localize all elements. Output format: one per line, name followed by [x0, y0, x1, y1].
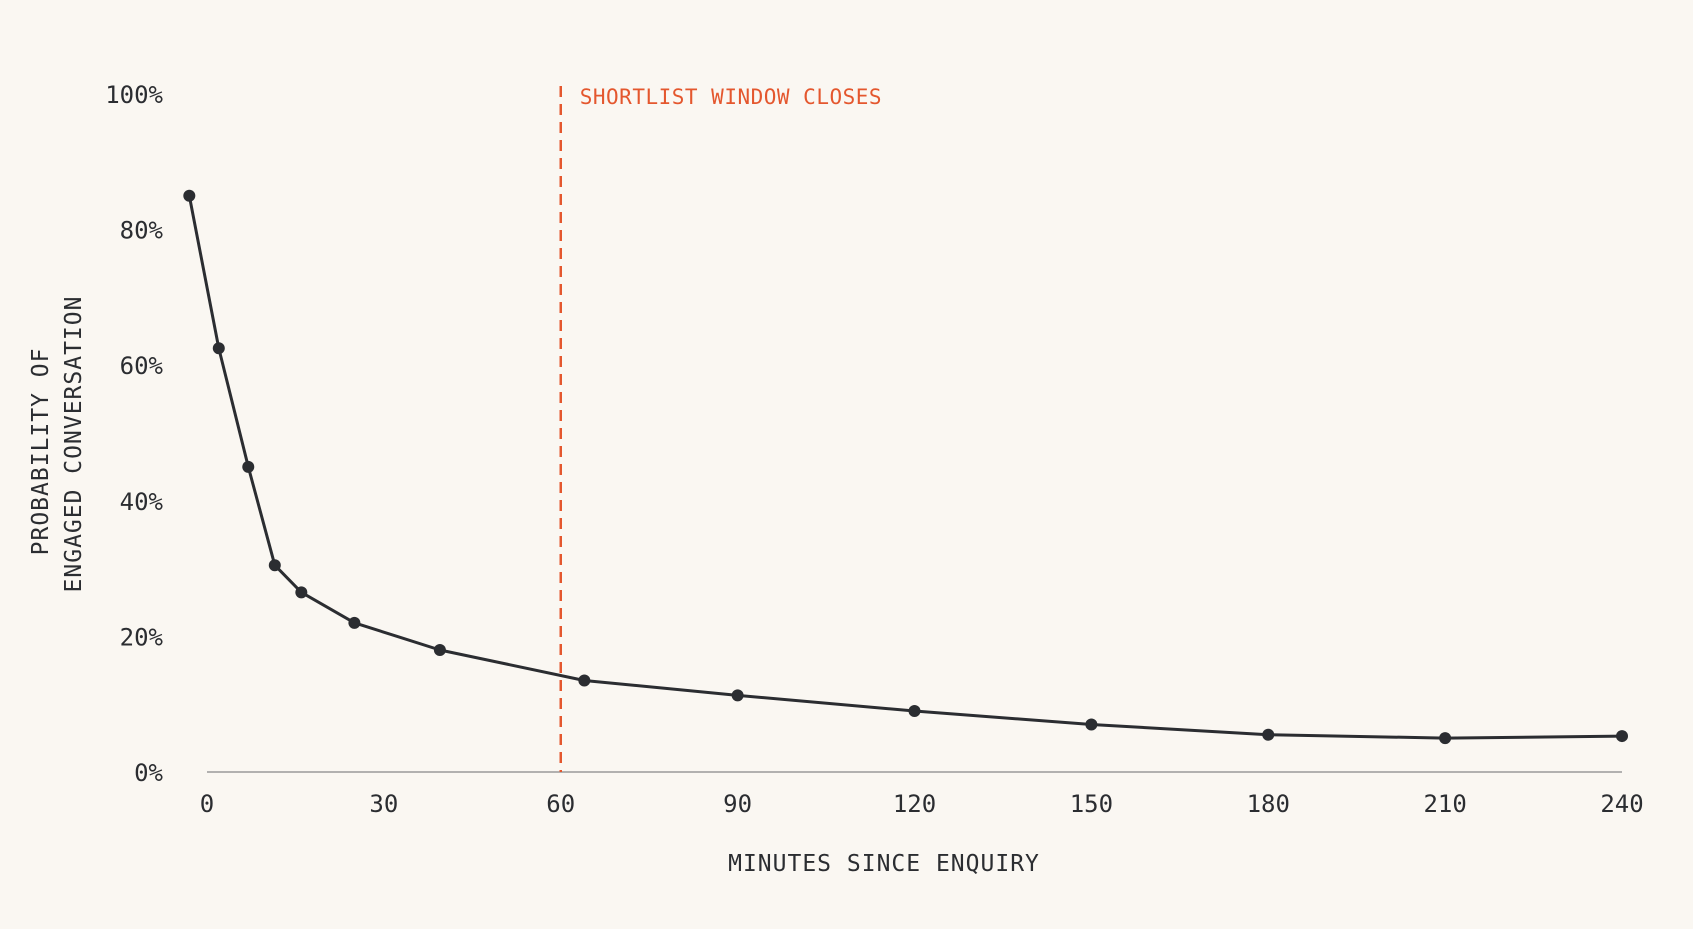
- x-axis-ticks: 0 30 60 90 120 150 180 210 240: [200, 790, 1644, 818]
- data-point: [578, 674, 591, 687]
- data-point: [295, 586, 308, 599]
- x-tick-label: 90: [723, 790, 752, 818]
- data-point: [1085, 718, 1098, 731]
- y-tick-label: 80%: [120, 217, 164, 245]
- x-tick-label: 180: [1247, 790, 1290, 818]
- y-tick-label: 60%: [120, 352, 164, 380]
- series-line: [187, 195, 1623, 740]
- y-tick-label: 20%: [120, 623, 164, 651]
- data-point: [908, 704, 921, 717]
- data-point: [1616, 730, 1628, 743]
- y-axis-title: PROBABILITY OF ENGAGED CONVERSATION: [28, 296, 87, 593]
- data-point: [1439, 732, 1452, 745]
- y-axis-title-line-1: PROBABILITY OF: [28, 347, 54, 555]
- y-tick-label: 40%: [120, 488, 164, 516]
- data-point: [268, 559, 281, 572]
- data-point: [433, 643, 446, 656]
- data-point: [348, 616, 361, 629]
- x-tick-label: 0: [200, 790, 214, 818]
- x-axis-title: MINUTES SINCE ENQUIRY: [728, 851, 1040, 877]
- series-points: [183, 189, 1628, 745]
- x-tick-label: 30: [369, 790, 398, 818]
- y-axis-title-line-2: ENGAGED CONVERSATION: [61, 296, 87, 593]
- data-point: [242, 460, 255, 473]
- data-point: [183, 189, 196, 202]
- y-tick-label: 0%: [134, 759, 163, 787]
- x-tick-label: 60: [546, 790, 575, 818]
- x-tick-label: 210: [1423, 790, 1466, 818]
- y-axis-ticks: 0% 20% 40% 60% 80% 100%: [105, 81, 163, 787]
- data-point: [1262, 728, 1275, 741]
- data-point: [212, 342, 225, 355]
- x-tick-label: 240: [1600, 790, 1643, 818]
- x-tick-label: 120: [893, 790, 936, 818]
- shortlist-window-label: SHORTLIST WINDOW CLOSES: [580, 85, 882, 109]
- y-tick-label: 100%: [105, 81, 163, 109]
- x-tick-label: 150: [1070, 790, 1113, 818]
- data-point: [731, 689, 744, 702]
